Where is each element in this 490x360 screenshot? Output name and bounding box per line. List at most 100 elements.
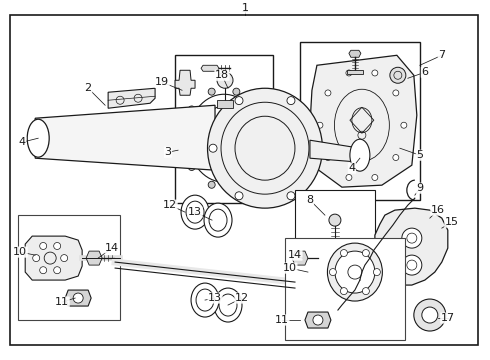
Text: 19: 19 [155,77,169,87]
Text: 2: 2 [85,83,92,93]
Circle shape [402,255,422,275]
Circle shape [33,255,40,262]
Polygon shape [292,251,308,265]
Circle shape [346,175,352,180]
Circle shape [341,249,347,257]
Ellipse shape [188,94,260,182]
Bar [300,42,420,200]
Circle shape [390,67,406,83]
Circle shape [253,163,260,171]
Circle shape [180,135,188,142]
Circle shape [372,70,378,76]
Circle shape [233,88,240,95]
Text: 5: 5 [416,150,423,160]
Circle shape [329,269,337,275]
Text: 18: 18 [215,70,229,80]
Text: 7: 7 [438,50,445,60]
Polygon shape [35,105,215,170]
Circle shape [325,154,331,161]
Circle shape [363,288,369,294]
Polygon shape [327,240,343,246]
Circle shape [253,106,260,113]
Circle shape [402,228,422,248]
Circle shape [414,299,446,331]
Circle shape [235,96,243,105]
Text: 10: 10 [283,263,297,273]
Circle shape [329,214,341,226]
Circle shape [363,249,369,257]
Bar [295,190,375,290]
Text: 1: 1 [241,2,249,15]
Circle shape [54,267,61,274]
Polygon shape [201,65,219,71]
Text: 15: 15 [445,217,459,227]
Circle shape [217,72,233,88]
Text: 8: 8 [306,195,314,205]
Circle shape [313,315,323,325]
Text: 11: 11 [275,315,289,325]
Ellipse shape [191,283,219,317]
Bar [285,238,405,340]
Circle shape [188,163,195,171]
Circle shape [209,144,217,152]
Circle shape [235,192,243,200]
Ellipse shape [204,203,232,237]
Ellipse shape [208,88,322,208]
Text: 3: 3 [165,147,172,157]
Text: 17: 17 [441,313,455,323]
Circle shape [341,288,347,294]
Circle shape [287,192,295,200]
Bar [18,215,120,320]
Text: 12: 12 [235,293,249,303]
Polygon shape [375,208,448,285]
Polygon shape [310,140,360,162]
Circle shape [422,307,438,323]
Polygon shape [65,290,91,306]
Circle shape [372,175,378,180]
Circle shape [317,122,323,128]
Bar [175,55,273,203]
Circle shape [61,255,68,262]
Polygon shape [310,55,417,187]
Circle shape [73,293,83,303]
Polygon shape [25,236,82,280]
Circle shape [393,90,399,96]
Text: 11: 11 [55,297,69,307]
Circle shape [346,70,352,76]
Polygon shape [108,88,155,108]
Circle shape [40,267,47,274]
Polygon shape [347,70,363,74]
Circle shape [188,106,195,113]
Text: 4: 4 [19,137,26,147]
Ellipse shape [327,243,382,301]
Circle shape [40,243,47,249]
Circle shape [373,269,380,275]
Circle shape [313,144,321,152]
Polygon shape [175,70,195,95]
Polygon shape [217,100,233,108]
Circle shape [54,243,61,249]
Circle shape [261,135,268,142]
Text: 4: 4 [348,163,355,173]
Text: 12: 12 [163,200,177,210]
Polygon shape [86,251,102,265]
Ellipse shape [27,119,49,157]
Text: 9: 9 [416,183,423,193]
Polygon shape [305,312,331,328]
Polygon shape [349,50,361,57]
Circle shape [208,88,215,95]
Text: 13: 13 [208,293,222,303]
Text: 16: 16 [431,205,445,215]
Circle shape [233,181,240,188]
Ellipse shape [181,195,209,229]
Circle shape [393,154,399,161]
Circle shape [208,181,215,188]
Text: 14: 14 [288,250,302,260]
Ellipse shape [198,106,250,170]
Circle shape [401,122,407,128]
Circle shape [287,96,295,105]
Text: 13: 13 [188,207,202,217]
Text: 6: 6 [421,67,428,77]
Text: 1: 1 [242,3,248,13]
Ellipse shape [214,288,242,322]
